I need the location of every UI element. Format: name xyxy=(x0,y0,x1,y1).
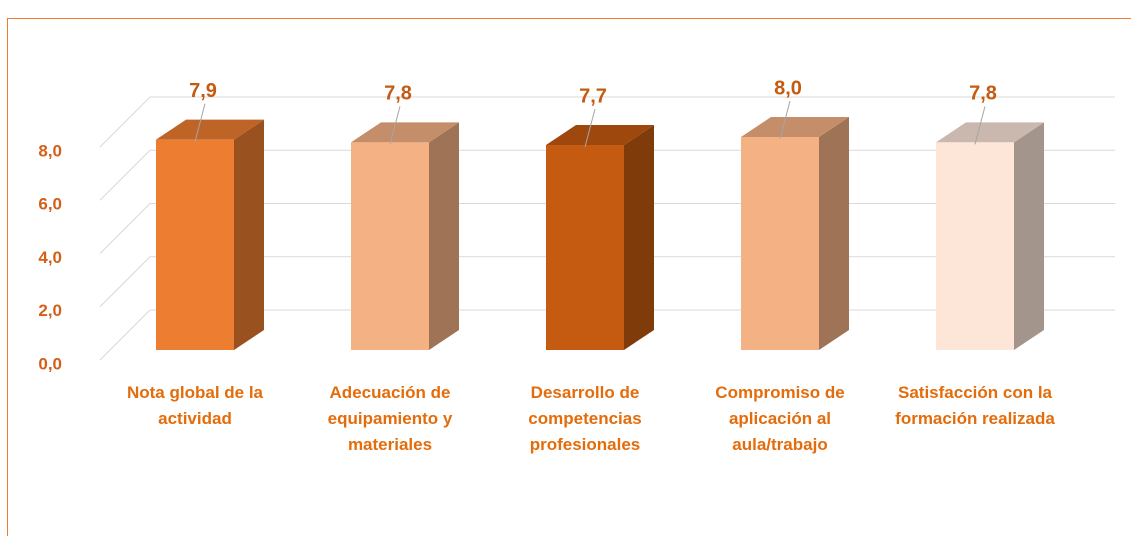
leader-line xyxy=(974,106,986,145)
bar xyxy=(741,137,819,350)
leader-line xyxy=(194,103,206,142)
bar xyxy=(351,142,429,350)
grid-line-floor xyxy=(99,96,151,148)
value-label: 7,9 xyxy=(189,80,217,102)
bar-top xyxy=(351,122,459,143)
x-tick-label: Satisfacción con la formación realizada xyxy=(895,383,1055,428)
bar-side xyxy=(819,117,849,350)
x-tick-label: Adecuación de equipamiento y materiales xyxy=(327,383,453,454)
x-tick-label: Desarrollo de competencias profesionales xyxy=(528,383,642,454)
bar xyxy=(546,144,624,350)
value-label: 8,0 xyxy=(774,77,802,99)
bar-top xyxy=(741,117,849,137)
bar-side xyxy=(234,119,264,350)
leader-line xyxy=(389,106,401,145)
bar-top xyxy=(936,122,1044,143)
y-tick-label: 8,0 xyxy=(38,141,62,160)
bar xyxy=(936,142,1014,350)
y-tick-label: 4,0 xyxy=(38,248,62,267)
value-label: 7,7 xyxy=(579,85,607,107)
grid-line-floor xyxy=(99,309,151,361)
value-label: 7,8 xyxy=(969,83,997,105)
bar xyxy=(156,139,234,350)
y-tick-label: 0,0 xyxy=(38,354,62,373)
bar-top xyxy=(546,124,654,145)
grid-line-floor xyxy=(99,149,151,201)
bar-top xyxy=(156,119,264,140)
leader-line xyxy=(779,100,791,140)
bar-side xyxy=(429,122,459,350)
leader-line xyxy=(584,108,596,148)
y-tick-label: 2,0 xyxy=(38,301,62,320)
chart-frame xyxy=(7,18,1131,536)
value-label: 7,8 xyxy=(384,83,412,105)
x-tick-label: Nota global de la actividad xyxy=(126,383,264,428)
y-tick-label: 6,0 xyxy=(38,195,62,214)
x-tick-label: Compromiso de aplicación al aula/trabajo xyxy=(715,383,845,454)
grid-line-floor xyxy=(99,256,151,308)
bar-side xyxy=(1014,122,1044,350)
grid-line-floor xyxy=(99,203,151,254)
bar-side xyxy=(624,124,654,350)
